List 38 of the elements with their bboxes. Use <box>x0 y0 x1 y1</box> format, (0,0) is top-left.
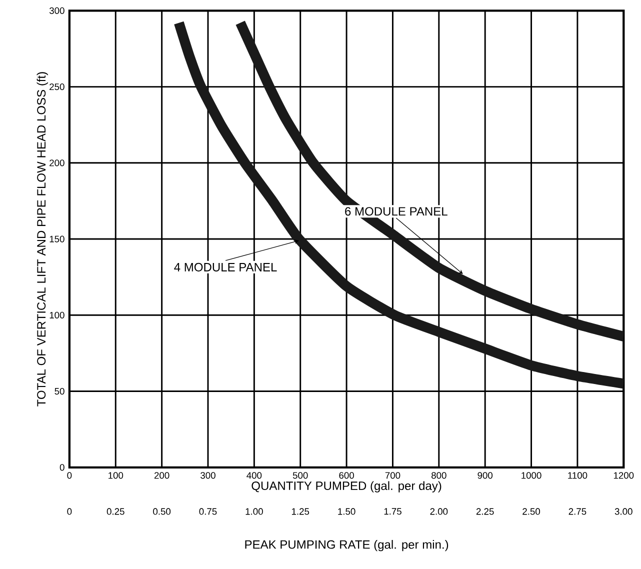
x2-tick-label: 0.50 <box>153 508 171 515</box>
annotation: 4 MODULE PANEL <box>174 262 277 272</box>
x-tick-label: 300 <box>200 472 216 479</box>
y-tick-label: 0 <box>60 464 64 471</box>
x2-tick-label: 0 <box>67 508 72 515</box>
y-axis-title: TOTAL OF VERTICAL LIFT AND PIPE FLOW HEAD LOSS (ft) <box>36 72 48 406</box>
x2-tick-label: 1.25 <box>292 508 310 515</box>
x2-tick-label: 1.75 <box>384 508 402 515</box>
y-tick-label: 200 <box>50 160 64 166</box>
x-tick-label: 600 <box>339 472 354 479</box>
y-tick-label: 150 <box>50 236 64 242</box>
x-tick-label: 800 <box>432 472 446 479</box>
x2-axis-title: PEAK PUMPING RATE (gal. per min.) <box>245 540 448 552</box>
x2-tick-label: 2.50 <box>522 508 540 515</box>
y-tick-label: 100 <box>50 312 64 319</box>
x-tick-label: 200 <box>154 472 170 479</box>
x-axis-title: QUANTITY PUMPED (gal. per day) <box>252 481 442 492</box>
x2-tick-label: 3.00 <box>614 508 632 515</box>
y-tick-label: 250 <box>50 84 64 90</box>
x-tick-label: 0 <box>67 472 72 479</box>
x2-tick-label: 2.25 <box>476 508 494 515</box>
x-tick-label: 1200 <box>614 472 634 479</box>
annotation: 6 MODULE PANEL <box>345 207 448 216</box>
x2-tick-label: 0.75 <box>199 508 217 515</box>
y-tick-label: 50 <box>54 388 64 395</box>
x-tick-label: 1000 <box>522 472 542 479</box>
x-tick-label: 900 <box>478 472 493 479</box>
x2-tick-label: 2.75 <box>568 508 586 515</box>
x-tick-label: 700 <box>385 472 400 479</box>
x-tick-label: 100 <box>108 472 124 479</box>
x2-tick-label: 1.00 <box>246 508 263 515</box>
x-tick-label: 400 <box>246 472 262 479</box>
x2-tick-label: 2.00 <box>430 508 448 515</box>
y-tick-label: 300 <box>49 7 64 14</box>
x2-tick-label: 1.50 <box>338 508 356 515</box>
x-tick-label: 1100 <box>568 472 588 479</box>
x2-tick-label: 0.25 <box>106 508 124 515</box>
x-tick-label: 500 <box>292 472 308 479</box>
